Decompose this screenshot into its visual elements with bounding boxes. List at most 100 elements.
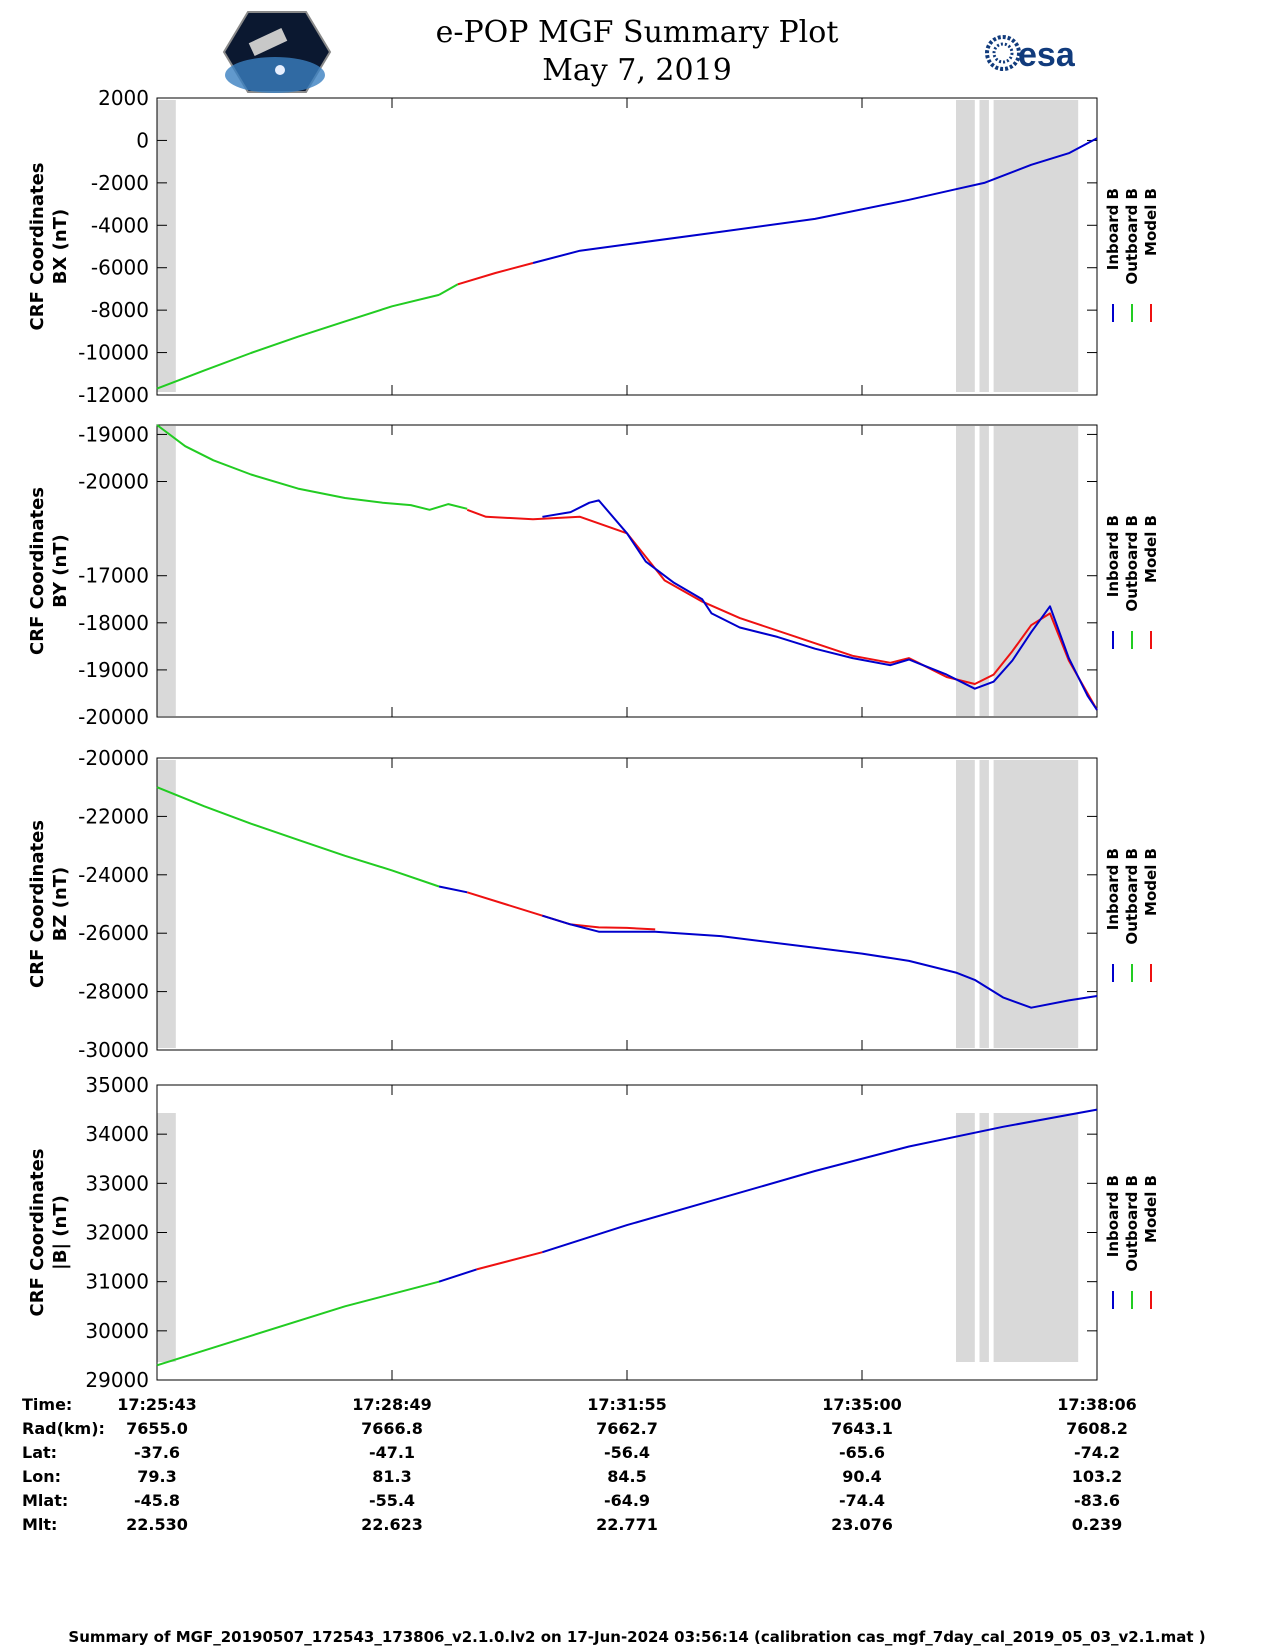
table-cell: -56.4 <box>604 1443 650 1462</box>
y-axis-label-line2: |B| (nT) <box>50 1195 71 1270</box>
legend-label: Inboard B <box>1104 848 1122 930</box>
y-tick-label: 35000 <box>85 1073 149 1097</box>
table-cell: 17:25:43 <box>117 1395 197 1414</box>
table-row-header: Time: <box>22 1395 72 1414</box>
y-tick-label: -17000 <box>78 564 149 588</box>
data-gap-shading <box>956 426 975 716</box>
table-cell: 7643.1 <box>831 1419 893 1438</box>
y-axis-label-line2: BY (nT) <box>50 534 71 608</box>
table-cell: 103.2 <box>1072 1467 1123 1486</box>
legend-label: Outboard B <box>1123 515 1141 612</box>
y-tick-label: -28000 <box>78 980 149 1004</box>
esa-logo: esa <box>985 35 1076 74</box>
legend-label: Inboard B <box>1104 515 1122 597</box>
series-line-inboard-b <box>542 1108 1098 1254</box>
table-row-header: Mlt: <box>22 1515 57 1534</box>
y-tick-label: 30000 <box>85 1319 149 1343</box>
table-cell: 7608.2 <box>1066 1419 1128 1438</box>
y-axis-label-line2: BZ (nT) <box>50 867 71 942</box>
chart-panel-4: 35000 34000 33000 32000 31000 30000 29000 CRF C… <box>27 1073 1160 1392</box>
data-gap-shading <box>157 100 176 392</box>
table-cell: -83.6 <box>1074 1491 1120 1510</box>
series-line-model-b <box>457 262 534 286</box>
y-tick-label: -6000 <box>91 256 149 280</box>
table-row-header: Mlat: <box>22 1491 68 1510</box>
legend-label: Inboard B <box>1104 188 1122 270</box>
y-tick-label: -10000 <box>78 341 149 365</box>
y-tick-label: -2000 <box>91 171 149 195</box>
legend-label: Model B <box>1142 515 1160 583</box>
legend-label: Model B <box>1142 848 1160 916</box>
chart-panels: 2000 0 -2000 -4000 -6000 -8000 -10000 -12000 CRF… <box>27 86 1160 1392</box>
table-cell: -74.2 <box>1074 1443 1120 1462</box>
table-cell: -37.6 <box>134 1443 180 1462</box>
svg-text:esa: esa <box>1018 36 1076 74</box>
chart-panel-1: 2000 0 -2000 -4000 -6000 -8000 -10000 -12000 CRF… <box>27 86 1160 407</box>
data-gap-shading <box>956 100 975 392</box>
table-row-header: Rad(km): <box>22 1419 105 1438</box>
table-cell: 7655.0 <box>126 1419 188 1438</box>
y-axis-label-line1: CRF Coordinates <box>27 1149 48 1317</box>
table-cell: 17:35:00 <box>822 1395 902 1414</box>
footer-caption: Summary of MGF_20190507_172543_173806_v2… <box>68 1628 1205 1646</box>
cassiope-logo <box>222 11 332 93</box>
y-tick-label: -19000 <box>78 658 149 682</box>
table-cell: -47.1 <box>369 1443 415 1462</box>
legend-label: Inboard B <box>1104 1175 1122 1257</box>
series-line-outboard-b <box>156 786 440 888</box>
table-cell: 90.4 <box>842 1467 881 1486</box>
data-gap-shading <box>956 1113 975 1362</box>
series-line-inboard-b <box>438 1268 477 1283</box>
y-tick-label: 2000 <box>98 86 149 110</box>
data-gap-shading <box>993 760 1079 1048</box>
data-gap-shading <box>956 760 975 1048</box>
data-gap-shading <box>979 760 989 1048</box>
series-line-inboard-b <box>438 885 468 894</box>
y-tick-label: -12000 <box>78 383 149 407</box>
y-axis-label-line2: BX (nT) <box>50 209 71 284</box>
legend-label: Model B <box>1142 188 1160 256</box>
data-gap-shading <box>157 1113 176 1362</box>
table-cell: 23.076 <box>831 1515 893 1534</box>
table-cell: 79.3 <box>137 1467 176 1486</box>
table-cell: 17:31:55 <box>587 1395 667 1414</box>
table-cell: 17:38:06 <box>1057 1395 1137 1414</box>
table-cell: 17:28:49 <box>352 1395 432 1414</box>
series-line-inboard-b <box>542 499 1098 711</box>
series-line-model-b <box>466 891 656 931</box>
table-cell: -74.4 <box>839 1491 885 1510</box>
data-gap-shading <box>979 426 989 716</box>
data-gap-shading <box>157 760 176 1048</box>
table-cell: -55.4 <box>369 1491 415 1510</box>
legend-label: Outboard B <box>1123 848 1141 945</box>
y-tick-label: 29000 <box>85 1368 149 1392</box>
table-cell: -64.9 <box>604 1491 650 1510</box>
y-tick-label: 34000 <box>85 1122 149 1146</box>
series-line-outboard-b <box>438 283 459 296</box>
y-tick-label: -20000 <box>78 746 149 770</box>
y-tick-label: -24000 <box>78 863 149 887</box>
y-tick-label: -26000 <box>78 921 149 945</box>
table-row-header: Lat: <box>22 1443 57 1462</box>
plot-title: e-POP MGF Summary Plot <box>436 15 839 50</box>
data-gap-shading <box>979 100 989 392</box>
y-tick-label: -20000 <box>78 470 149 494</box>
y-tick-label: -8000 <box>91 298 149 322</box>
y-tick-label: 0 <box>136 128 149 152</box>
legend-label: Model B <box>1142 1175 1160 1243</box>
chart-panel-3: -20000 -22000 -24000 -26000 -28000 -30000 CRF … <box>27 746 1160 1062</box>
y-tick-label: -20000 <box>78 705 149 729</box>
data-gap-shading <box>993 100 1079 392</box>
data-gap-shading <box>993 1113 1079 1362</box>
table-cell: 22.771 <box>596 1515 658 1534</box>
y-axis-label-line1: CRF Coordinates <box>27 487 48 655</box>
series-line-outboard-b <box>156 1280 440 1367</box>
table-cell: 84.5 <box>607 1467 646 1486</box>
legend-label: Outboard B <box>1123 188 1141 285</box>
series-line-outboard-b <box>156 293 440 390</box>
ephemeris-table: Time: Rad(km): Lat: Lon: Mlat: Mlt: 17:25:43 76… <box>22 1395 1137 1534</box>
data-gap-shading <box>157 426 176 716</box>
data-gap-shading <box>979 1113 989 1362</box>
y-axis-label-line1: CRF Coordinates <box>27 820 48 988</box>
